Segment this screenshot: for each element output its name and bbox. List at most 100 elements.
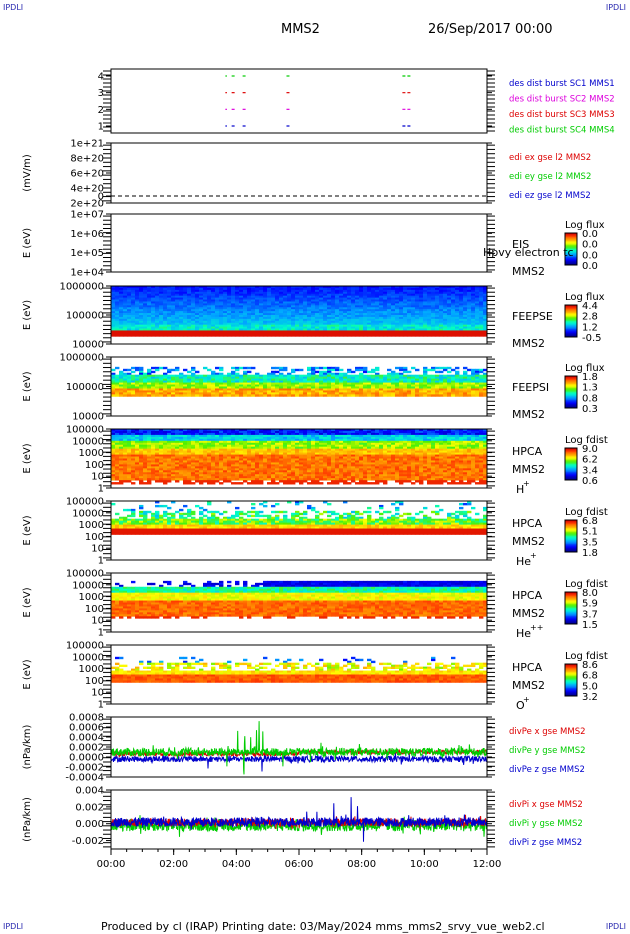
- heatmap-cell: [367, 320, 372, 324]
- heatmap-cell: [407, 287, 412, 291]
- heatmap-cell: [235, 291, 240, 295]
- heatmap-cell: [371, 311, 376, 314]
- heatmap-cell: [287, 301, 292, 304]
- heatmap-cell: [263, 299, 268, 302]
- heatmap-cell: [155, 301, 160, 304]
- heatmap-cell: [115, 295, 120, 298]
- heatmap-cell: [263, 394, 268, 397]
- heatmap-cell: [407, 318, 412, 322]
- heatmap-cell: [251, 297, 256, 300]
- heatmap-cell: [215, 366, 220, 370]
- heatmap-cell: [179, 330, 184, 333]
- heatmap-cell: [239, 328, 244, 331]
- heatmap-cell: [383, 303, 388, 306]
- heatmap-cell: [407, 320, 412, 324]
- heatmap-cell: [367, 303, 372, 306]
- heatmap-cell: [403, 324, 408, 327]
- heatmap-cell: [255, 287, 260, 291]
- heatmap-cell: [303, 330, 308, 333]
- heatmap-cell: [343, 287, 348, 291]
- heatmap-cell: [299, 303, 304, 306]
- colorbar-cell: [565, 257, 577, 259]
- heatmap-cell: [343, 332, 348, 335]
- heatmap-cell: [167, 316, 172, 320]
- heatmap-cell: [247, 326, 252, 329]
- heatmap-cell: [283, 293, 288, 297]
- heatmap-cell: [291, 320, 296, 324]
- heatmap-cell: [391, 330, 396, 333]
- heatmap-cell: [287, 297, 292, 300]
- heatmap-cell: [159, 287, 164, 291]
- heatmap-cell: [423, 301, 428, 304]
- heatmap-cell: [131, 326, 136, 329]
- heatmap-cell: [399, 297, 404, 300]
- heatmap-cell: [263, 330, 268, 333]
- heatmap-cell: [219, 324, 224, 327]
- heatmap-cell: [239, 318, 244, 322]
- heatmap-cell: [479, 394, 484, 397]
- heatmap-cell: [167, 332, 172, 335]
- heatmap-cell: [355, 289, 360, 293]
- heatmap-cell: [351, 307, 356, 310]
- heatmap-cell: [271, 315, 276, 318]
- heatmap-cell: [207, 318, 212, 322]
- heatmap-cell: [167, 328, 172, 331]
- heatmap-cell: [367, 309, 372, 312]
- heatmap-cell: [191, 305, 196, 308]
- heatmap-cell: [259, 320, 264, 324]
- heatmap-cell: [311, 299, 316, 302]
- heatmap-cell: [439, 370, 444, 374]
- heatmap-cell: [223, 305, 228, 308]
- heatmap-cell: [155, 297, 160, 300]
- heatmap-cell: [403, 309, 408, 312]
- heatmap-cell: [219, 291, 224, 295]
- heatmap-cell: [111, 311, 116, 314]
- heatmap-cell: [255, 320, 260, 324]
- heatmap-cell: [151, 299, 156, 302]
- heatmap-cell: [251, 293, 256, 297]
- heatmap-cell: [259, 311, 264, 314]
- heatmap-cell: [123, 293, 128, 297]
- heatmap-cell: [371, 316, 376, 320]
- heatmap-cell: [327, 328, 332, 331]
- heatmap-cell: [211, 324, 216, 327]
- heatmap-cell: [303, 293, 308, 297]
- heatmap-cell: [139, 307, 144, 310]
- heatmap-cell: [235, 299, 240, 302]
- heatmap-cell: [251, 482, 256, 485]
- heatmap-cell: [139, 482, 144, 485]
- heatmap-cell: [203, 315, 208, 318]
- heatmap-cell: [123, 334, 128, 337]
- heatmap-cell: [111, 293, 116, 297]
- heatmap-cell: [387, 328, 392, 331]
- heatmap-cell: [111, 322, 116, 326]
- heatmap-cell: [247, 322, 252, 326]
- heatmap-cell: [159, 480, 164, 483]
- heatmap-cell: [359, 289, 364, 293]
- heatmap-cell: [307, 394, 312, 397]
- heatmap-cell: [355, 320, 360, 324]
- heatmap-cell: [359, 313, 364, 316]
- heatmap-cell: [235, 478, 240, 481]
- heatmap-cell: [111, 307, 116, 310]
- burst-tick-label: 4: [98, 72, 104, 83]
- heatmap-cell: [227, 334, 232, 337]
- heatmap-cell: [155, 291, 160, 295]
- heatmap-cell: [139, 320, 144, 324]
- heatmap-cell: [299, 368, 304, 372]
- heatmap-cell: [119, 334, 124, 337]
- heatmap-cell: [131, 303, 136, 306]
- heatmap-cell: [171, 301, 176, 304]
- heatmap-cell: [315, 293, 320, 297]
- heatmap-cell: [167, 297, 172, 300]
- heatmap-cell: [163, 307, 168, 310]
- heatmap-cell: [131, 297, 136, 300]
- heatmap-cell: [111, 334, 116, 337]
- heatmap-cell: [407, 316, 412, 320]
- heatmap-cell: [255, 328, 260, 331]
- heatmap-cell: [159, 328, 164, 331]
- heatmap-cell: [155, 295, 160, 298]
- heatmap-cell: [287, 289, 292, 293]
- heatmap-cell: [295, 299, 300, 302]
- heatmap-cell: [147, 291, 152, 295]
